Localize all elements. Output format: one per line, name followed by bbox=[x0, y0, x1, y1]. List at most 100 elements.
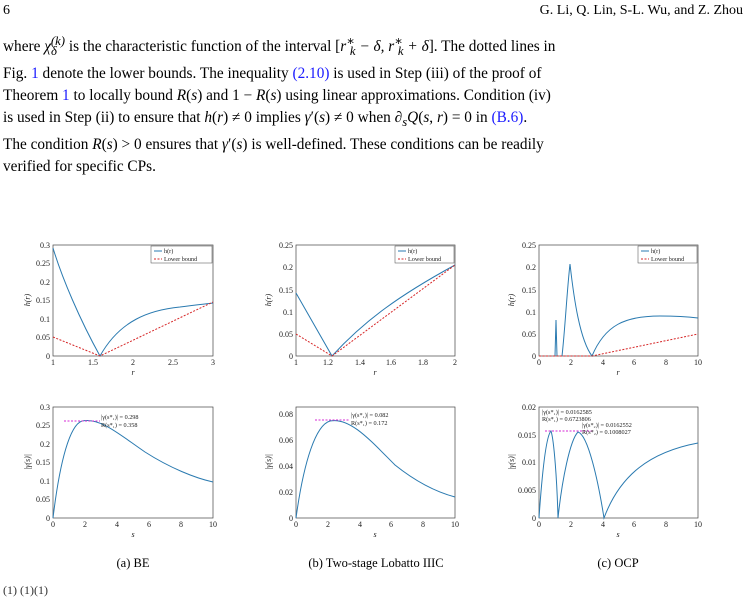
math-R-positive: R bbox=[92, 135, 102, 153]
annotation: R(s*₁) = 0.358 bbox=[101, 422, 137, 429]
xtick: 4 bbox=[601, 520, 605, 529]
ytick: 0 bbox=[532, 514, 536, 523]
xtick: 6 bbox=[632, 520, 636, 529]
ylabel: |γ(s)| bbox=[264, 454, 273, 470]
xtick: 1.2 bbox=[323, 358, 333, 367]
xtick: 0 bbox=[294, 520, 298, 529]
theorem-ref-link[interactable]: 1 bbox=[62, 86, 70, 104]
ytick: 0 bbox=[46, 514, 50, 523]
equation-ref-link[interactable]: (2.10) bbox=[292, 64, 330, 82]
text: in bbox=[471, 109, 492, 127]
ytick: 0.06 bbox=[279, 436, 293, 445]
xtick: 4 bbox=[358, 520, 362, 529]
xtick: 0 bbox=[537, 520, 541, 529]
ytick: 0.25 bbox=[36, 259, 50, 268]
ytick: 0.2 bbox=[40, 440, 50, 449]
ytick: 0.08 bbox=[279, 410, 293, 419]
xlabel: r bbox=[373, 368, 377, 377]
xtick: 10 bbox=[209, 520, 217, 529]
ytick: 0.15 bbox=[522, 286, 536, 295]
caption-c: (c) OCP bbox=[597, 556, 639, 570]
caption-a: (a) BE bbox=[116, 556, 150, 570]
ytick: 0.04 bbox=[279, 462, 293, 471]
ylabel: h(r) bbox=[264, 293, 273, 306]
ytick: 0.1 bbox=[283, 308, 293, 317]
xtick: 3 bbox=[211, 358, 215, 367]
panel-c-bottom: |γ(s*₁)| = 0.0162585 R(s*₁) = 0.6723806 … bbox=[507, 403, 702, 539]
ytick: 0 bbox=[46, 352, 50, 361]
ytick: 0.1 bbox=[526, 308, 536, 317]
xtick: 1 bbox=[294, 358, 298, 367]
xtick: 2 bbox=[569, 358, 573, 367]
legend-lower-bound: Lower bound bbox=[164, 256, 198, 263]
ytick: 0.02 bbox=[279, 488, 293, 497]
math-Rs: R bbox=[176, 86, 187, 104]
xtick: 10 bbox=[451, 520, 459, 529]
text: is used in Step (ii) to ensure that bbox=[3, 109, 205, 127]
text: Fig. bbox=[3, 64, 32, 82]
annotation: R(s*₁) = 0.6723806 bbox=[542, 416, 591, 423]
ytick: 0.1 bbox=[40, 315, 50, 324]
xlabel: r bbox=[131, 368, 135, 377]
annotation: R(s*₁) = 0.172 bbox=[351, 420, 387, 427]
xlabel: r bbox=[616, 368, 620, 377]
legend: h(r) Lower bound bbox=[637, 245, 698, 264]
text: implies bbox=[251, 109, 305, 127]
xtick: 1.8 bbox=[418, 358, 428, 367]
xtick: 1.5 bbox=[88, 358, 98, 367]
panel-a-top: h(r) Lower bound 1 1.5 2 2.5 3 0 0.05 0.… bbox=[23, 241, 215, 377]
xtick: 2 bbox=[453, 358, 457, 367]
ytick: 0.05 bbox=[36, 495, 50, 504]
math-interval: r∗k − δ, r∗k + δ bbox=[340, 34, 429, 59]
xtick: 8 bbox=[664, 358, 668, 367]
legend-lower-bound: Lower bound bbox=[408, 256, 442, 263]
xtick: 10 bbox=[694, 358, 702, 367]
xtick: 6 bbox=[632, 358, 636, 367]
text: when bbox=[353, 109, 395, 127]
xtick: 0 bbox=[51, 520, 55, 529]
annotation: |γ(s*₂)| = 0.0162552 bbox=[582, 422, 632, 429]
xtick: 2.5 bbox=[168, 358, 178, 367]
xtick: 2 bbox=[569, 520, 573, 529]
ytick: 0.01 bbox=[522, 458, 536, 467]
ytick: 0.02 bbox=[522, 403, 536, 412]
ytick: 0.25 bbox=[522, 241, 536, 250]
panel-b-bottom: |γ(s*₁)| = 0.082 R(s*₁) = 0.172 0 2 4 6 … bbox=[264, 406, 459, 539]
legend-h: h(r) bbox=[651, 248, 660, 255]
panel-c-top: h(r) Lower bound 0 2 4 6 8 10 0 0.05 0.1… bbox=[507, 241, 702, 377]
annotation: |γ(s*₁)| = 0.082 bbox=[351, 412, 389, 419]
figure-ref-link[interactable]: 1 bbox=[31, 64, 39, 82]
text: verified for specific CPs. bbox=[3, 158, 156, 176]
xtick: 6 bbox=[389, 520, 393, 529]
figure-1: h(r) Lower bound 1 1.5 2 2.5 3 0 0.05 0.… bbox=[23, 241, 702, 539]
legend: h(r) Lower bound bbox=[394, 245, 455, 264]
ytick: 0 bbox=[289, 352, 293, 361]
xtick: 1 bbox=[51, 358, 55, 367]
ytick: 0.005 bbox=[518, 486, 536, 495]
ytick: 0.05 bbox=[522, 330, 536, 339]
xtick: 2 bbox=[83, 520, 87, 529]
ylabel: h(r) bbox=[507, 293, 516, 306]
ytick: 0 bbox=[532, 352, 536, 361]
ytick: 0.1 bbox=[40, 477, 50, 486]
ytick: 0.05 bbox=[36, 333, 50, 342]
text: is the characteristic function of the in… bbox=[65, 38, 341, 56]
text: is used in Step (iii) of the proof of bbox=[329, 64, 542, 82]
ylabel: |γ(s)| bbox=[507, 454, 516, 470]
annotation: |γ(s*₁)| = 0.298 bbox=[101, 414, 139, 421]
xtick: 0 bbox=[537, 358, 541, 367]
xtick: 4 bbox=[115, 520, 119, 529]
ylabel: h(r) bbox=[23, 293, 32, 306]
ytick: 0 bbox=[289, 514, 293, 523]
ytick: 0.3 bbox=[40, 241, 50, 250]
text: is well-defined. These conditions can be… bbox=[247, 135, 544, 153]
legend-h: h(r) bbox=[408, 248, 417, 255]
text: using linear approximations. Condition (… bbox=[281, 86, 551, 104]
panel-b-top: h(r) Lower bound 1 1.2 1.4 1.6 1.8 2 0 0… bbox=[264, 241, 457, 377]
ytick: 0.05 bbox=[279, 330, 293, 339]
appendix-ref-link[interactable]: (B.6) bbox=[491, 109, 524, 127]
body-paragraph: where χδ(k) is the characteristic functi… bbox=[3, 34, 556, 176]
xtick: 4 bbox=[601, 358, 605, 367]
math-h-neq: h bbox=[204, 109, 213, 127]
ytick: 0.15 bbox=[36, 296, 50, 305]
